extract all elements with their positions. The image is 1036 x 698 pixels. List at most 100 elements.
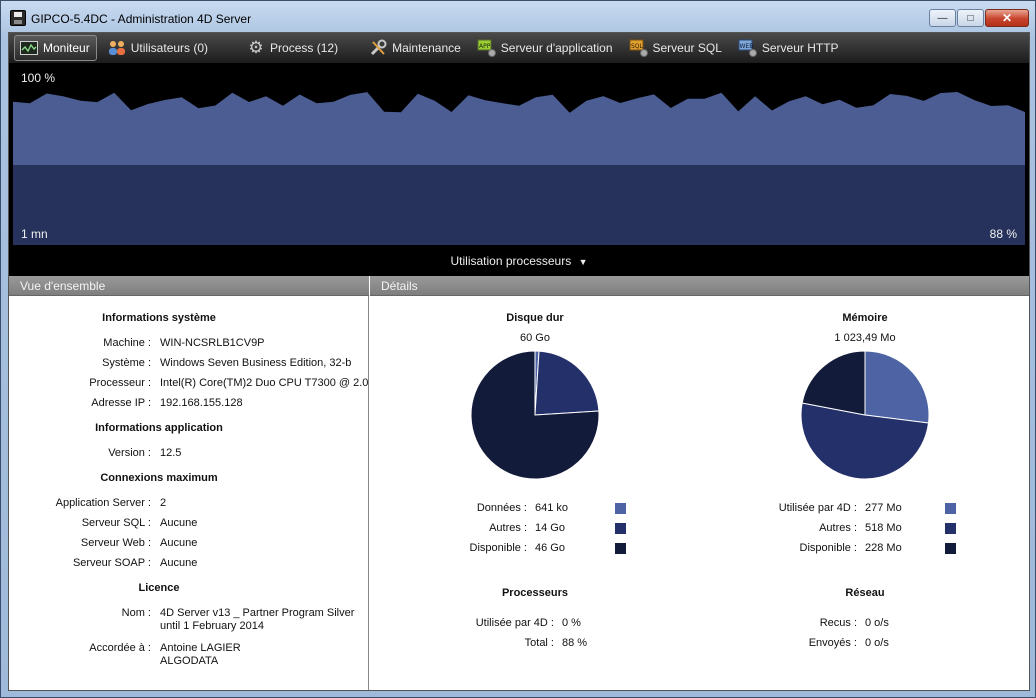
app-server-icon: APP	[477, 39, 497, 57]
tab-label: Utilisateurs (0)	[130, 41, 209, 55]
connections-title: Connexions maximum	[100, 472, 218, 484]
close-button[interactable]: ✕	[985, 9, 1029, 27]
network-received-label: Recus :	[819, 617, 857, 629]
cpu-usage-area	[13, 92, 1025, 245]
disk-others-swatch	[615, 523, 626, 534]
system-info-title: Informations système	[102, 312, 216, 324]
tab-serveur-sql[interactable]: SQL Serveur SQL	[625, 35, 728, 61]
tab-label: Serveur HTTP	[761, 41, 839, 55]
memory-free-label: Disponible :	[799, 542, 857, 554]
memory-others-label: Autres :	[819, 522, 857, 534]
os-value: Windows Seven Business Edition, 32-b	[160, 357, 352, 369]
main-toolbar: Moniteur Utilisateurs (0) ⚙ Process (12)…	[9, 33, 1029, 63]
disk-data-value: 641 ko	[535, 502, 569, 514]
memory-used-label: Utilisée par 4D :	[778, 502, 857, 514]
graph-lower-band	[13, 165, 1025, 245]
network-title: Réseau	[845, 587, 885, 599]
memory-slice-used	[864, 350, 930, 424]
memory-used-value: 277 Mo	[865, 502, 902, 514]
http-server-icon: WEB	[738, 39, 758, 57]
cpu-label: Processeur :	[89, 377, 151, 389]
dropdown-arrow-icon: ▼	[578, 257, 588, 267]
machine-value: WIN-NCSRLB1CV9P	[160, 337, 265, 349]
memory-total: 1 023,49 Mo	[834, 332, 896, 344]
disk-others-label: Autres :	[489, 522, 527, 534]
network-sent-value: 0 o/s	[865, 637, 889, 649]
graph-timespan-label: 1 mn	[21, 227, 48, 241]
sql-server-value: Aucune	[160, 517, 198, 529]
disk-free-label: Disponible :	[469, 542, 527, 554]
disk-others-value: 14 Go	[535, 522, 565, 534]
licence-name-line1: 4D Server v13 _ Partner Program Silver	[160, 607, 355, 619]
processors-total-label: Total :	[524, 637, 554, 649]
licence-title: Licence	[138, 582, 180, 594]
title-bar[interactable]: GIPCO-5.4DC - Administration 4D Server —…	[1, 1, 1035, 33]
disk-total: 60 Go	[520, 332, 550, 344]
details-panel: Disque dur 60 Go Données : 641 ko Autres…	[370, 296, 1029, 690]
tab-serveur-http[interactable]: WEB Serveur HTTP	[734, 35, 845, 61]
web-server-label: Serveur Web :	[80, 537, 151, 549]
processors-used-label: Utilisée par 4D :	[475, 617, 554, 629]
tab-label: Serveur SQL	[652, 41, 722, 55]
disk-title: Disque dur	[506, 312, 564, 324]
memory-slice-others	[800, 402, 930, 480]
disk-free-value: 46 Go	[535, 542, 565, 554]
tab-serveur-application[interactable]: APP Serveur d'application	[473, 35, 619, 61]
granted-line2: ALGODATA	[160, 655, 219, 667]
disk-data-swatch	[615, 503, 626, 514]
sql-server-icon: SQL	[629, 39, 649, 57]
disk-slice-free	[470, 350, 600, 480]
tab-moniteur[interactable]: Moniteur	[14, 35, 97, 61]
sql-server-label: Serveur SQL :	[81, 517, 151, 529]
graph-selector-label: Utilisation processeurs	[450, 254, 572, 268]
memory-slice-free	[801, 350, 866, 416]
users-icon	[107, 39, 127, 57]
tab-label: Moniteur	[43, 41, 90, 55]
licence-name-line2: until 1 February 2014	[160, 620, 264, 632]
machine-label: Machine :	[103, 337, 151, 349]
svg-text:APP: APP	[479, 43, 491, 50]
version-value: 12.5	[160, 447, 182, 459]
tab-maintenance[interactable]: Maintenance	[364, 35, 467, 61]
floppy-disk-icon	[10, 10, 26, 26]
memory-title: Mémoire	[842, 312, 888, 324]
monitor-icon	[19, 39, 39, 57]
app-server-value: 2	[160, 497, 167, 509]
graph-max-label: 100 %	[21, 71, 56, 85]
tab-label: Process (12)	[270, 41, 339, 55]
processors-title: Processeurs	[501, 587, 569, 599]
maximize-button[interactable]: □	[957, 9, 984, 27]
processors-used-value: 0 %	[562, 617, 581, 629]
tab-process[interactable]: ⚙ Process (12)	[242, 35, 344, 61]
app-server-label: Application Server :	[55, 497, 151, 509]
memory-free-value: 228 Mo	[865, 542, 902, 554]
cpu-value: Intel(R) Core(TM)2 Duo CPU T7300 @ 2.0	[160, 377, 369, 389]
soap-server-label: Serveur SOAP :	[72, 557, 151, 569]
tab-label: Serveur d'application	[500, 41, 613, 55]
minimize-button[interactable]: —	[929, 9, 956, 27]
tools-icon	[368, 39, 388, 57]
client-area: Moniteur Utilisateurs (0) ⚙ Process (12)…	[8, 32, 1030, 691]
window-title: GIPCO-5.4DC - Administration 4D Server	[31, 12, 252, 26]
disk-pie-chart	[470, 350, 600, 480]
overview-header: Vue d'ensemble	[9, 276, 369, 296]
graph-selector[interactable]: Utilisation processeurs ▼	[9, 246, 1029, 276]
soap-server-value: Aucune	[160, 557, 198, 569]
processors-total-value: 88 %	[562, 637, 588, 649]
granted-label: Accordée à :	[89, 642, 151, 654]
tab-utilisateurs[interactable]: Utilisateurs (0)	[103, 35, 214, 61]
disk-slice-others	[534, 350, 600, 416]
svg-text:SQL: SQL	[631, 43, 644, 50]
memory-pie-chart	[800, 350, 930, 480]
os-label: Système :	[102, 357, 151, 369]
memory-others-swatch	[945, 523, 956, 534]
memory-others-value: 518 Mo	[865, 522, 902, 534]
overview-panel: Informations système Machine : WIN-NCSRL…	[9, 296, 369, 690]
licence-name-label: Nom :	[121, 607, 151, 619]
web-server-value: Aucune	[160, 537, 198, 549]
granted-line1: Antoine LAGIER	[160, 642, 241, 654]
disk-data-label: Données :	[476, 502, 527, 514]
memory-used-swatch	[945, 503, 956, 514]
network-received-value: 0 o/s	[865, 617, 889, 629]
network-sent-label: Envoyés :	[808, 637, 857, 649]
